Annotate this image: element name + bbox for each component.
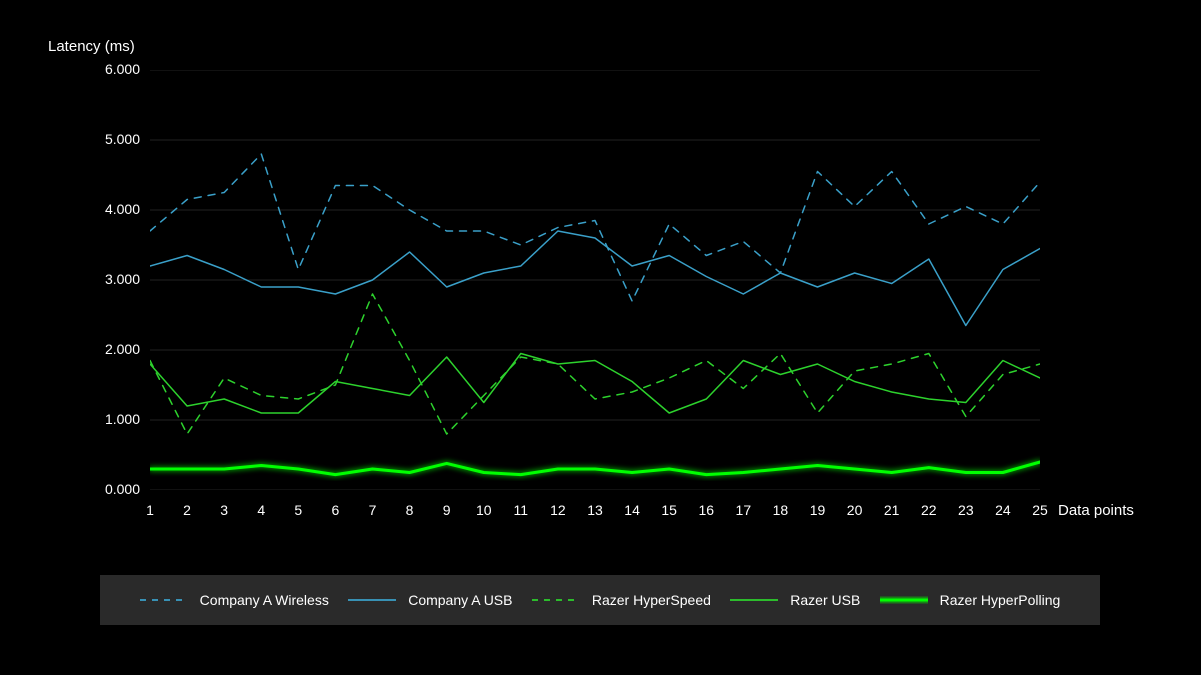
- legend-item: Razer HyperPolling: [880, 590, 1061, 610]
- legend-swatch: [880, 590, 928, 610]
- x-tick-label: 24: [995, 502, 1011, 518]
- x-tick-label: 6: [332, 502, 340, 518]
- legend-label: Razer USB: [790, 592, 860, 608]
- x-tick-label: 4: [257, 502, 265, 518]
- chart-plot-area: [150, 70, 1040, 490]
- x-tick-label: 15: [661, 502, 677, 518]
- x-axis-title: Data points: [1058, 502, 1134, 519]
- x-tick-label: 16: [698, 502, 714, 518]
- legend-item: Company A USB: [348, 590, 512, 610]
- x-tick-label: 23: [958, 502, 974, 518]
- series-line: [150, 154, 1040, 301]
- legend-item: Razer HyperSpeed: [532, 590, 711, 610]
- y-tick-label: 4.000: [90, 201, 140, 217]
- x-tick-label: 10: [476, 502, 492, 518]
- x-tick-label: 5: [294, 502, 302, 518]
- y-tick-label: 0.000: [90, 481, 140, 497]
- y-tick-label: 1.000: [90, 411, 140, 427]
- x-tick-label: 19: [810, 502, 826, 518]
- chart-legend: Company A Wireless Company A USB Razer Hyp…: [100, 575, 1100, 625]
- x-tick-label: 18: [773, 502, 789, 518]
- legend-swatch: [140, 590, 188, 610]
- y-tick-label: 3.000: [90, 271, 140, 287]
- y-axis-title: Latency (ms): [48, 38, 135, 55]
- x-tick-label: 7: [369, 502, 377, 518]
- x-tick-label: 12: [550, 502, 566, 518]
- x-tick-label: 2: [183, 502, 191, 518]
- legend-label: Razer HyperSpeed: [592, 592, 711, 608]
- latency-chart: Latency (ms) 0.000 1.000 2.000 3.000 4.000 5.…: [0, 0, 1201, 675]
- x-tick-label: 17: [736, 502, 752, 518]
- legend-label: Company A Wireless: [200, 592, 329, 608]
- y-tick-label: 2.000: [90, 341, 140, 357]
- x-tick-label: 1: [146, 502, 154, 518]
- legend-swatch: [348, 590, 396, 610]
- x-tick-label: 25: [1032, 502, 1048, 518]
- y-tick-label: 5.000: [90, 131, 140, 147]
- x-tick-label: 11: [514, 502, 529, 518]
- x-tick-label: 3: [220, 502, 228, 518]
- series-line: [150, 462, 1040, 475]
- legend-swatch: [532, 590, 580, 610]
- x-tick-label: 13: [587, 502, 603, 518]
- x-tick-label: 21: [884, 502, 900, 518]
- x-tick-label: 9: [443, 502, 451, 518]
- series-line: [150, 354, 1040, 414]
- legend-item: Company A Wireless: [140, 590, 329, 610]
- x-tick-label: 8: [406, 502, 414, 518]
- x-tick-label: 20: [847, 502, 863, 518]
- x-tick-label: 14: [624, 502, 640, 518]
- legend-item: Razer USB: [730, 590, 860, 610]
- legend-label: Company A USB: [408, 592, 512, 608]
- series-line: [150, 231, 1040, 326]
- y-tick-label: 6.000: [90, 61, 140, 77]
- legend-label: Razer HyperPolling: [940, 592, 1061, 608]
- x-tick-label: 22: [921, 502, 937, 518]
- legend-swatch: [730, 590, 778, 610]
